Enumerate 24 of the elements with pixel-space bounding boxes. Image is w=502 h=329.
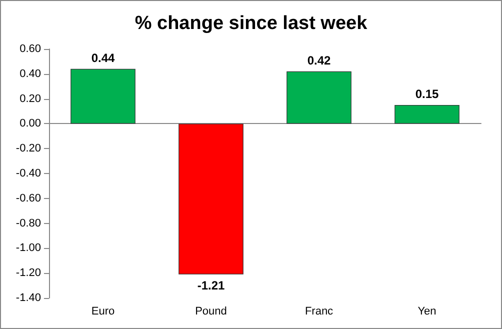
y-tick-label: 0.20: [20, 92, 41, 105]
bar: [286, 71, 352, 124]
y-tick-label: -1.40: [16, 292, 41, 304]
y-tick-label: -1.00: [16, 242, 41, 254]
bar: [394, 105, 460, 124]
chart-title: % change since last week: [134, 13, 368, 34]
y-tick-label: -0.60: [16, 192, 41, 204]
bar: [70, 68, 136, 124]
y-tick-label: 0.60: [20, 43, 41, 55]
data-label: 0.44: [91, 50, 115, 65]
y-tick-label: -0.20: [16, 142, 41, 155]
y-tick-label: -1.20: [16, 267, 41, 280]
data-label: 0.42: [307, 53, 331, 68]
y-tick-label: 0.00: [20, 118, 41, 130]
x-tick-label: Franc: [304, 306, 334, 318]
y-tick-label: 0.40: [20, 68, 41, 80]
y-tick-label: -0.40: [16, 168, 41, 180]
x-tick-label: Euro: [91, 306, 115, 318]
data-label: -1.21: [197, 278, 225, 292]
x-tick-label: Pound: [195, 306, 227, 318]
x-tick-label: Yen: [418, 306, 436, 318]
data-label: 0.15: [415, 87, 439, 102]
bar: [178, 124, 244, 274]
y-tick-label: -0.80: [16, 217, 41, 230]
